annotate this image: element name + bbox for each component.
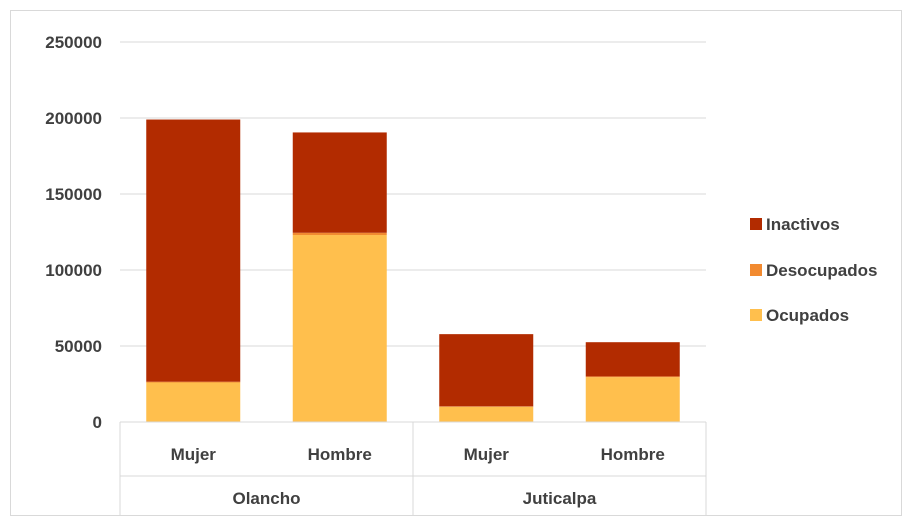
x-group-label: Juticalpa — [523, 489, 597, 508]
legend: Inactivos Desocupados Ocupados — [750, 215, 877, 325]
y-tick-label: 200000 — [45, 109, 102, 128]
y-tick-label: 100000 — [45, 261, 102, 280]
bar-desocupados-1 — [292, 232, 387, 236]
bar-ocupados-0 — [146, 382, 241, 422]
x-category-label: Mujer — [171, 445, 217, 464]
bar-desocupados-0 — [146, 381, 241, 383]
bar-inactivos-2 — [439, 334, 534, 407]
y-axis-ticks: 0 50000 100000 150000 200000 250000 — [45, 33, 102, 432]
bar-inactivos-1 — [292, 132, 387, 233]
y-tick-label: 150000 — [45, 185, 102, 204]
x-category-label: Hombre — [601, 445, 665, 464]
bar-ocupados-2 — [439, 406, 534, 422]
x-axis: Mujer Hombre Mujer Hombre Olancho Juticalpa — [119, 421, 707, 516]
legend-swatch-inactivos — [750, 218, 762, 230]
bar-ocupados-3 — [585, 377, 680, 422]
y-tick-label: 50000 — [55, 337, 102, 356]
bars — [146, 119, 680, 422]
y-tick-label: 0 — [93, 413, 102, 432]
bar-inactivos-3 — [585, 342, 680, 377]
x-category-label: Hombre — [308, 445, 372, 464]
bar-desocupados-3 — [585, 376, 680, 378]
legend-label-inactivos: Inactivos — [766, 215, 840, 234]
legend-swatch-desocupados — [750, 264, 762, 276]
x-group-label: Olancho — [232, 489, 300, 508]
x-category-label: Mujer — [464, 445, 510, 464]
legend-label-desocupados: Desocupados — [766, 261, 877, 280]
bar-ocupados-1 — [292, 235, 387, 422]
y-tick-label: 250000 — [45, 33, 102, 52]
bar-inactivos-0 — [146, 119, 241, 382]
legend-swatch-ocupados — [750, 309, 762, 321]
legend-label-ocupados: Ocupados — [766, 306, 849, 325]
